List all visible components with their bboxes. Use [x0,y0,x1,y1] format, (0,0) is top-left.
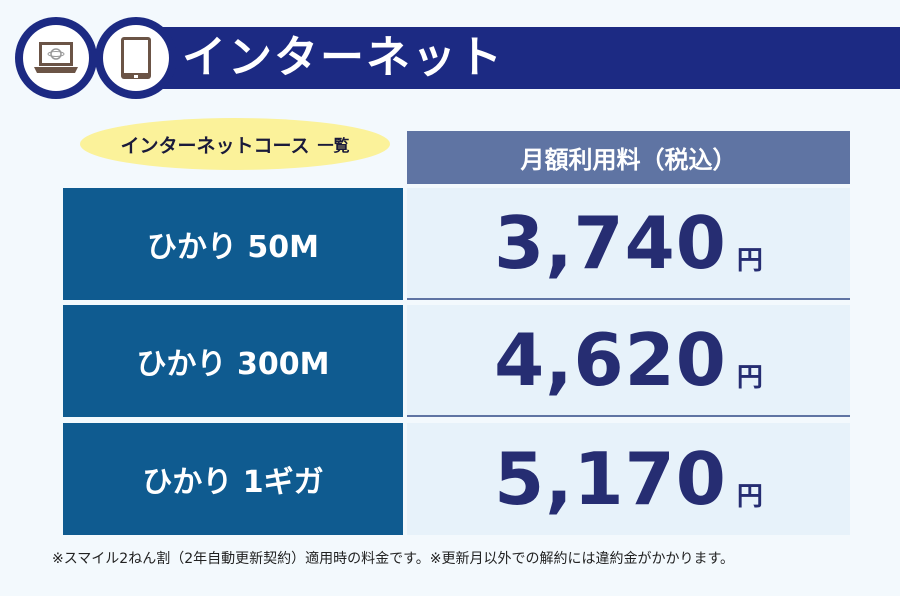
price-unit: 円 [736,362,763,393]
plan-price: 4,620 円 [407,305,850,417]
tablet-badge [95,17,177,99]
laptop-globe-icon [34,42,78,73]
plan-name: ひかり 300M [63,305,403,417]
page-title: インターネット [182,32,504,83]
price-value: 3,740 [494,201,727,285]
course-list-label: インターネットコース 一覧 [80,118,390,170]
price-unit: 円 [736,245,763,276]
price-column-header: 月額利用料（税込） [407,131,850,184]
laptop-badge [15,17,97,99]
tablet-icon [121,37,151,79]
price-value: 4,620 [494,318,727,402]
course-label-main: インターネットコース [120,134,310,157]
plan-price: 3,740 円 [407,188,850,300]
price-unit: 円 [736,481,763,512]
price-value: 5,170 [494,437,727,521]
title-bar [130,27,900,89]
footnote: ※スマイル2ねん割（2年自動更新契約）適用時の料金です。※更新月以外での解約には… [52,551,735,567]
plan-name: ひかり 1ギガ [63,423,403,535]
plan-price: 5,170 円 [407,423,850,535]
plan-name: ひかり 50M [63,188,403,300]
course-label-suffix: 一覧 [317,136,350,155]
